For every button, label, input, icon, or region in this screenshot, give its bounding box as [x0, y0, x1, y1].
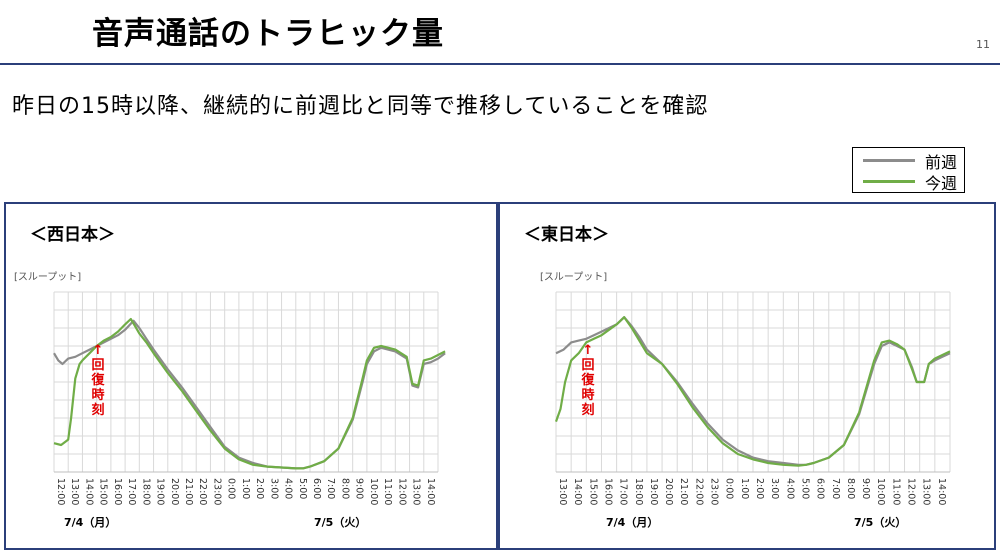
x-tick-label: 5:00: [799, 478, 810, 499]
annotation-char: 刻: [91, 402, 104, 418]
legend-item-prev-week: 前週: [859, 149, 963, 172]
x-tick-label: 12:00: [396, 478, 407, 505]
chart-east: [スループット] 13:00 14:00 15:00 16:00 17:00 18:00 19…: [540, 271, 951, 529]
x-tick-label: 0:00: [226, 478, 237, 499]
chart-west: [スループット]12:00 13:00 14:00 15:00 16:00 17:00 18…: [14, 271, 446, 529]
x-tick-label: 18:00: [633, 478, 644, 505]
x-tick-label: 13:00: [557, 478, 568, 505]
x-tick-label: 5:00: [297, 478, 308, 499]
x-tick-label: 15:00: [587, 478, 598, 505]
x-tick-label: 6:00: [311, 478, 322, 499]
x-tick-label: 15:00: [98, 478, 109, 505]
annotation-char: 復: [90, 372, 105, 388]
x-tick-label: 1:00: [739, 478, 750, 499]
x-tick-label: 23:00: [211, 478, 222, 505]
x-tick-label: 11:00: [382, 478, 393, 505]
x-tick-label: 18:00: [140, 478, 151, 505]
date-label: 7/5（火）: [854, 516, 906, 529]
annotation-char: 刻: [581, 402, 594, 418]
x-tick-label: 14:00: [572, 478, 583, 505]
x-tick-label: 16:00: [602, 478, 613, 505]
x-tick-label: 13:00: [921, 478, 932, 505]
x-tick-label: 21:00: [678, 478, 689, 505]
x-tick-label: 12:00: [55, 478, 66, 505]
x-tick-label: 7:00: [830, 478, 841, 499]
annotation-char: ↑: [93, 343, 104, 358]
x-tick-label: 3:00: [268, 478, 279, 499]
x-tick-label: 17:00: [618, 478, 629, 505]
chart-grid: [555, 291, 951, 473]
x-tick-label: 19:00: [155, 478, 166, 505]
x-tick-label: 13:00: [69, 478, 80, 505]
legend-swatch-prev-week: [863, 159, 915, 162]
annotation-char: 時: [581, 387, 594, 403]
x-tick-label: 2:00: [754, 478, 765, 499]
x-tick-label: 22:00: [693, 478, 704, 505]
x-tick-label: 9:00: [354, 478, 365, 499]
x-tick-label: 10:00: [368, 478, 379, 505]
x-tick-label: 7:00: [325, 478, 336, 499]
date-label: 7/4（月）: [606, 516, 658, 529]
x-tick-label: 19:00: [648, 478, 659, 505]
legend-label-prev-week: 前週: [925, 153, 958, 172]
annotation-char: 時: [91, 387, 104, 403]
x-tick-label: 3:00: [769, 478, 780, 499]
x-tick-label: 22:00: [197, 478, 208, 505]
x-tick-label: 8:00: [845, 478, 856, 499]
annotation-char: 回: [91, 358, 104, 373]
title-divider: [0, 63, 1000, 65]
x-tick-label: 20:00: [169, 478, 180, 505]
x-tick-label: 14:00: [425, 478, 436, 505]
date-label: 7/5（火）: [314, 516, 366, 529]
legend-label-this-week: 今週: [925, 174, 958, 193]
chart-panel-west: ＜西日本＞ [スループット] 12:00 13:00 14:00 15:00 16:00 1…: [4, 202, 498, 550]
date-label: 7/4（月）: [64, 516, 116, 529]
chart-grid: [53, 291, 439, 473]
x-tick-label: 23:00: [709, 478, 720, 505]
x-tick-label: 14:00: [936, 478, 947, 505]
series-line-this-week: [53, 317, 446, 470]
x-tick-label: 0:00: [724, 478, 735, 499]
x-tick-label: 9:00: [860, 478, 871, 499]
x-tick-label: 17:00: [126, 478, 137, 505]
annotation-char: 回: [581, 358, 594, 373]
slide-title: 音声通話のトラヒック量: [92, 16, 444, 52]
x-tick-label: 4:00: [283, 478, 294, 499]
y-axis-label: [スループット]: [14, 271, 81, 283]
y-axis-label: [スループット]: [540, 271, 607, 283]
legend-swatch-this-week: [863, 180, 915, 183]
x-tick-label: 11:00: [890, 478, 901, 505]
x-tick-label: 10:00: [875, 478, 886, 505]
series-line-prev-week: [53, 319, 446, 470]
annotation-char: 復: [580, 372, 595, 388]
x-tick-label: 20:00: [663, 478, 674, 505]
series-line-this-week: [554, 316, 951, 467]
x-tick-label: 8:00: [339, 478, 350, 499]
chart-title-west: ＜西日本＞: [30, 225, 115, 245]
x-tick-label: 1:00: [240, 478, 251, 499]
chart-panel-east: ＜東日本＞ [スループット] 13:00 14:00 15:00 16:00 17:00 1…: [498, 202, 996, 550]
legend-item-this-week: 今週: [859, 170, 963, 193]
slide-subtitle: 昨日の15時以降、継続的に前週比と同等で推移していることを確認: [12, 94, 709, 119]
x-tick-label: 12:00: [906, 478, 917, 505]
x-tick-label: 14:00: [83, 478, 94, 505]
x-tick-label: 13:00: [411, 478, 422, 505]
x-tick-label: 2:00: [254, 478, 265, 499]
annotation-char: ↑: [583, 343, 594, 358]
chart-legend: 前週 今週: [852, 147, 965, 193]
chart-title-east: ＜東日本＞: [524, 225, 609, 245]
x-tick-label: 6:00: [815, 478, 826, 499]
x-tick-label: 21:00: [183, 478, 194, 505]
x-tick-label: 16:00: [112, 478, 123, 505]
page-number: 11: [976, 38, 990, 51]
x-tick-label: 4:00: [784, 478, 795, 499]
